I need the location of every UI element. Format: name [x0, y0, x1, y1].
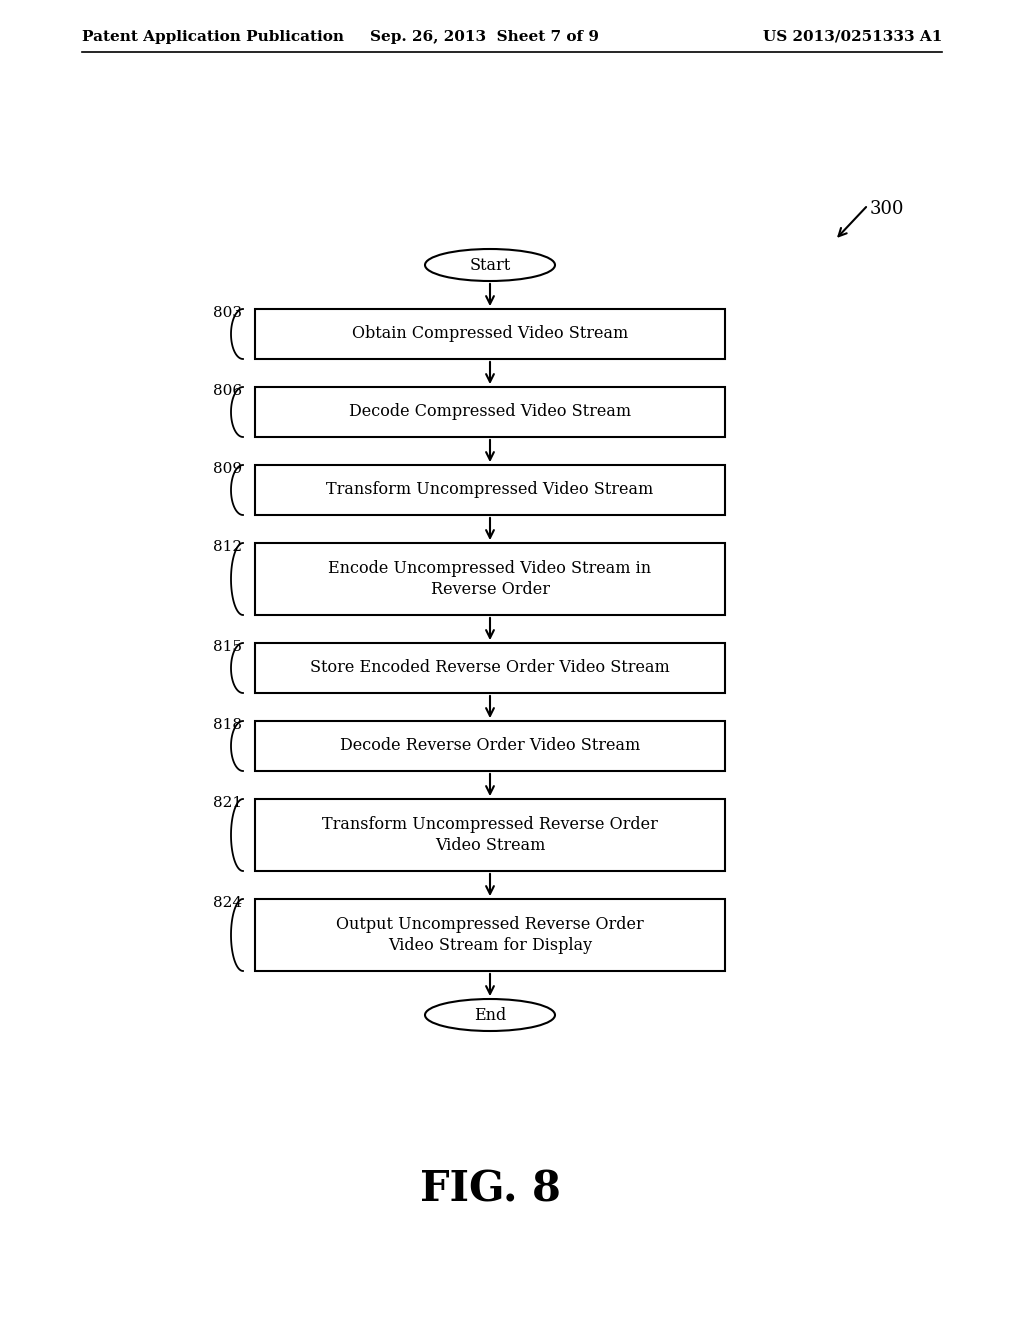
Text: Output Uncompressed Reverse Order
Video Stream for Display: Output Uncompressed Reverse Order Video … — [336, 916, 644, 954]
Text: Decode Compressed Video Stream: Decode Compressed Video Stream — [349, 404, 631, 421]
Text: 824: 824 — [213, 896, 242, 909]
Text: 809: 809 — [213, 462, 242, 477]
Text: End: End — [474, 1006, 506, 1023]
Text: Decode Reverse Order Video Stream: Decode Reverse Order Video Stream — [340, 738, 640, 755]
Text: 818: 818 — [213, 718, 242, 733]
Text: Transform Uncompressed Reverse Order
Video Stream: Transform Uncompressed Reverse Order Vid… — [323, 816, 658, 854]
Text: FIG. 8: FIG. 8 — [420, 1170, 560, 1210]
Text: 815: 815 — [213, 640, 242, 653]
Text: 803: 803 — [213, 306, 242, 319]
Text: 821: 821 — [213, 796, 242, 810]
Text: 300: 300 — [870, 201, 904, 218]
Text: Patent Application Publication: Patent Application Publication — [82, 30, 344, 44]
Text: Encode Uncompressed Video Stream in
Reverse Order: Encode Uncompressed Video Stream in Reve… — [329, 560, 651, 598]
Text: Sep. 26, 2013  Sheet 7 of 9: Sep. 26, 2013 Sheet 7 of 9 — [371, 30, 599, 44]
Text: Store Encoded Reverse Order Video Stream: Store Encoded Reverse Order Video Stream — [310, 660, 670, 676]
Text: Start: Start — [469, 256, 511, 273]
Text: 806: 806 — [213, 384, 242, 399]
Text: Transform Uncompressed Video Stream: Transform Uncompressed Video Stream — [327, 482, 653, 499]
Text: Obtain Compressed Video Stream: Obtain Compressed Video Stream — [352, 326, 628, 342]
Text: 812: 812 — [213, 540, 242, 554]
Text: US 2013/0251333 A1: US 2013/0251333 A1 — [763, 30, 942, 44]
